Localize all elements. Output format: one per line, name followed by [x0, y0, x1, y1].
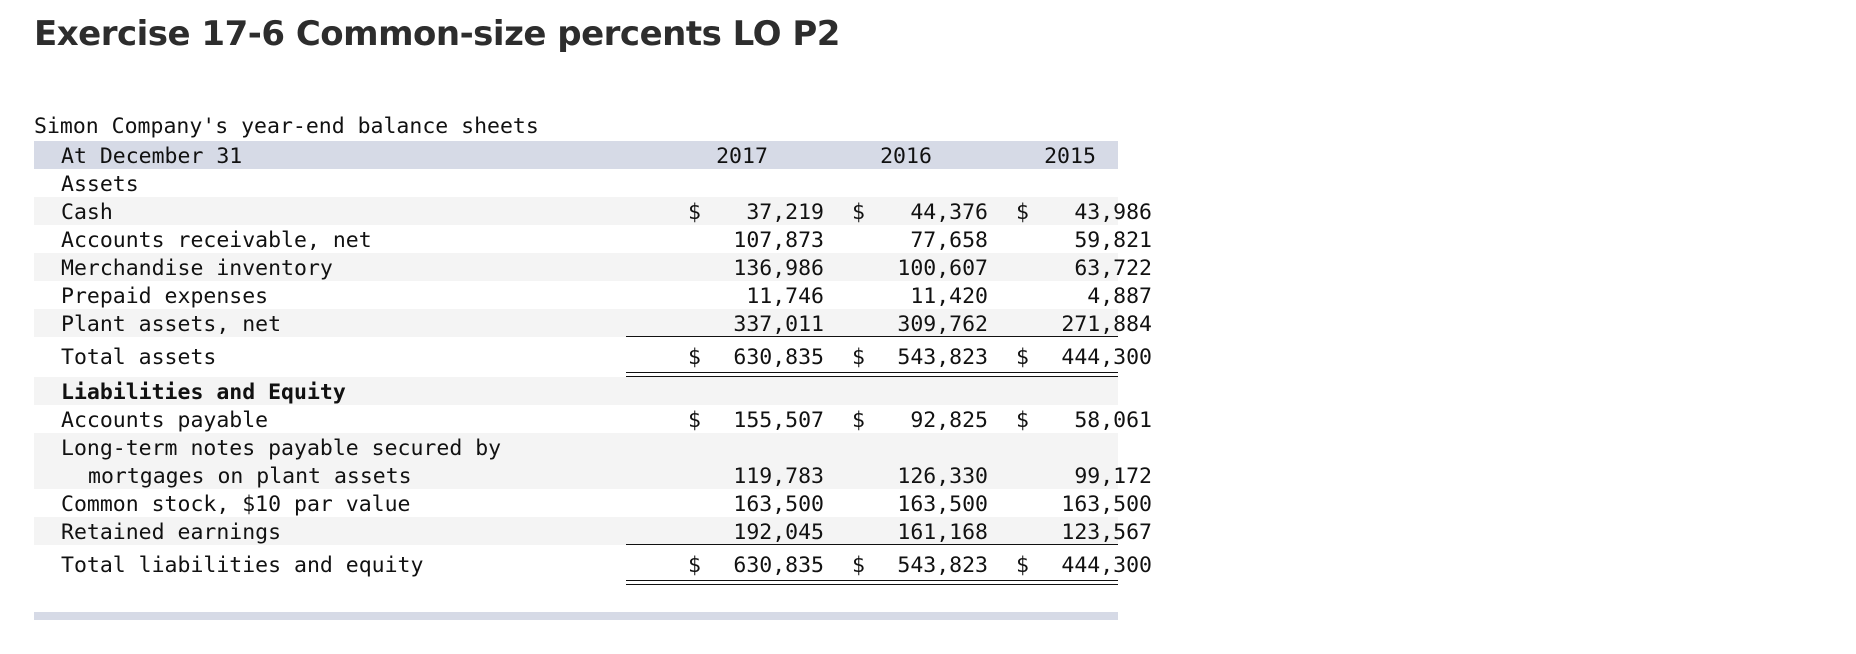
value-2016: 309,762: [897, 312, 988, 337]
value-2016: 44,376: [910, 200, 988, 225]
value-2016: 163,500: [897, 492, 988, 517]
value-2016: 161,168: [897, 520, 988, 545]
table-row: Common stock, $10 par value 163,500 163,…: [34, 489, 1152, 517]
value-2016: 543,823: [897, 345, 988, 370]
value-2017: 630,835: [733, 345, 824, 370]
dollar-sign: $: [1016, 200, 1029, 225]
table-row: Accounts receivable, net 107,873 77,658 …: [34, 225, 1152, 253]
value-2015: 4,887: [1087, 284, 1152, 309]
value-2016: 543,823: [897, 553, 988, 578]
table-row: mortgages on plant assets 119,783 126,33…: [34, 461, 1152, 489]
dollar-sign: $: [1016, 553, 1029, 578]
row-label: Retained earnings: [61, 520, 282, 545]
value-2015: 59,821: [1074, 228, 1152, 253]
total-double-rule: [626, 372, 1118, 377]
dollar-sign: $: [1016, 345, 1029, 370]
table-header-row: At December 31 2017 2016 2015: [34, 141, 1118, 169]
value-2017: 155,507: [733, 408, 824, 433]
value-2015: 271,884: [1061, 312, 1152, 337]
row-label: Cash: [61, 200, 113, 225]
value-2017: 119,783: [733, 464, 824, 489]
row-label: Total assets: [61, 345, 217, 370]
value-2017: 107,873: [733, 228, 824, 253]
value-2015: 43,986: [1074, 200, 1152, 225]
table-row: Long-term notes payable secured by: [34, 433, 1118, 461]
value-2016: 77,658: [910, 228, 988, 253]
row-label: Plant assets, net: [61, 312, 282, 337]
value-2016: 126,330: [897, 464, 988, 489]
table-row: Cash $ 37,219 $ 44,376 $ 43,986: [34, 197, 1152, 225]
value-2015: 123,567: [1061, 520, 1152, 545]
value-2017: 136,986: [733, 256, 824, 281]
dollar-sign: $: [688, 408, 701, 433]
value-2015: 444,300: [1061, 553, 1152, 578]
table-row: Prepaid expenses 11,746 11,420 4,887: [34, 281, 1152, 309]
row-label: Accounts payable: [61, 408, 269, 433]
value-2015: 63,722: [1074, 256, 1152, 281]
row-label: Common stock, $10 par value: [61, 492, 411, 517]
value-2017: 192,045: [733, 520, 824, 545]
value-2015: 163,500: [1061, 492, 1152, 517]
row-label: Prepaid expenses: [61, 284, 269, 309]
year-2017: 2017: [716, 144, 768, 169]
dollar-sign: $: [688, 553, 701, 578]
value-2016: 92,825: [910, 408, 988, 433]
year-2016: 2016: [880, 144, 932, 169]
row-label: Total liabilities and equity: [61, 553, 424, 578]
value-2015: 99,172: [1074, 464, 1152, 489]
total-assets-row: Total assets $ 630,835 $ 543,823 $ 444,3…: [34, 337, 1152, 377]
value-2017: 337,011: [733, 312, 824, 337]
page-title: Exercise 17-6 Common-size percents LO P2: [34, 14, 840, 54]
dollar-sign: $: [688, 200, 701, 225]
row-label-continued: mortgages on plant assets: [88, 464, 412, 489]
table-row: Retained earnings 192,045 161,168 123,56…: [34, 517, 1152, 545]
dollar-sign: $: [852, 345, 865, 370]
table-row: Accounts payable $ 155,507 $ 92,825 $ 58…: [34, 405, 1152, 433]
subtotal-rule: [626, 336, 1118, 337]
value-2017: 37,219: [746, 200, 824, 225]
dollar-sign: $: [852, 553, 865, 578]
assets-heading-row: Assets: [34, 169, 1118, 197]
value-2017: 163,500: [733, 492, 824, 517]
liabilities-heading-row: Liabilities and Equity: [34, 377, 1118, 405]
row-label: Long-term notes payable secured by: [61, 436, 502, 461]
dollar-sign: $: [852, 200, 865, 225]
dollar-sign: $: [852, 408, 865, 433]
header-label: At December 31: [61, 144, 243, 169]
year-2015: 2015: [1044, 144, 1096, 169]
row-label: Accounts receivable, net: [61, 228, 372, 253]
value-2016: 100,607: [897, 256, 988, 281]
dollar-sign: $: [688, 345, 701, 370]
value-2015: 444,300: [1061, 345, 1152, 370]
total-double-rule: [626, 580, 1118, 585]
liabilities-heading: Liabilities and Equity: [61, 380, 346, 405]
balance-sheet-table: At December 31 2017 2016 2015 Assets Cas…: [34, 141, 1152, 585]
table-row: Plant assets, net 337,011 309,762 271,88…: [34, 309, 1152, 337]
row-label: Merchandise inventory: [61, 256, 333, 281]
value-2017: 630,835: [733, 553, 824, 578]
assets-heading: Assets: [61, 172, 139, 197]
value-2015: 58,061: [1074, 408, 1152, 433]
table-row: Merchandise inventory 136,986 100,607 63…: [34, 253, 1152, 281]
dollar-sign: $: [1016, 408, 1029, 433]
value-2017: 11,746: [746, 284, 824, 309]
subtotal-rule: [626, 544, 1118, 545]
value-2016: 11,420: [910, 284, 988, 309]
table-caption: Simon Company's year-end balance sheets: [34, 114, 539, 139]
total-liabilities-row: Total liabilities and equity $ 630,835 $…: [34, 545, 1152, 585]
table-footer-bar: [34, 612, 1118, 620]
